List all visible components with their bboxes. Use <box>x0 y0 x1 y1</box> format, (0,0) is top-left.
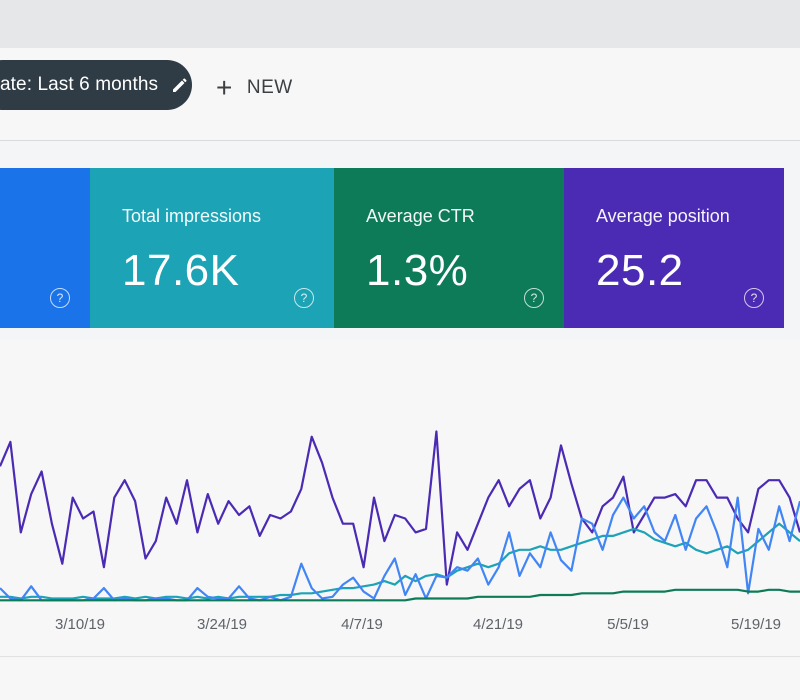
x-tick-label: 5/19/19 <box>730 616 782 633</box>
series-line-0 <box>0 430 800 586</box>
metric-card-impressions[interactable]: Total impressions 17.6K ? <box>90 168 334 328</box>
new-button-label: NEW <box>246 77 293 98</box>
metric-label: Average CTR <box>366 206 475 226</box>
metric-label: Total impressions <box>122 206 262 226</box>
date-filter-chip[interactable]: ate: Last 6 months <box>0 60 192 110</box>
x-tick-label: 4/7/19 <box>341 616 383 633</box>
series-line-3 <box>0 588 800 602</box>
help-icon[interactable]: ? <box>744 288 764 308</box>
x-tick-label: 5/5/19 <box>607 616 649 633</box>
metric-value: 17.6K <box>122 246 240 295</box>
new-filter-button[interactable]: + NEW <box>216 68 293 108</box>
pencil-icon[interactable] <box>170 75 190 95</box>
metric-card-clicks[interactable]: ? <box>0 168 90 328</box>
series-line-2 <box>0 496 800 602</box>
help-icon[interactable]: ? <box>50 288 70 308</box>
plus-icon: + <box>216 72 233 103</box>
chart-divider <box>0 656 800 657</box>
x-tick-label: 4/21/19 <box>472 616 524 633</box>
help-icon[interactable]: ? <box>294 288 314 308</box>
series-line-1 <box>0 522 800 600</box>
metric-value: 25.2 <box>596 246 684 295</box>
performance-chart: 3/10/19 3/24/19 4/7/19 4/21/19 5/5/19 5/19/19 <box>0 340 800 700</box>
metric-value: 1.3% <box>366 246 469 295</box>
date-filter-label: ate: Last 6 months <box>0 74 159 95</box>
help-icon[interactable]: ? <box>524 288 544 308</box>
top-bar <box>0 0 800 49</box>
metric-cards: ? Total impressions 17.6K ? Average CTR … <box>0 168 800 334</box>
x-tick-label: 3/24/19 <box>196 616 248 633</box>
chart-plot <box>0 430 800 602</box>
metric-label: Average position <box>596 206 730 226</box>
metric-card-ctr[interactable]: Average CTR 1.3% ? <box>334 168 564 328</box>
metric-card-position[interactable]: Average position 25.2 ? <box>564 168 784 328</box>
x-tick-label: 3/10/19 <box>54 616 106 633</box>
